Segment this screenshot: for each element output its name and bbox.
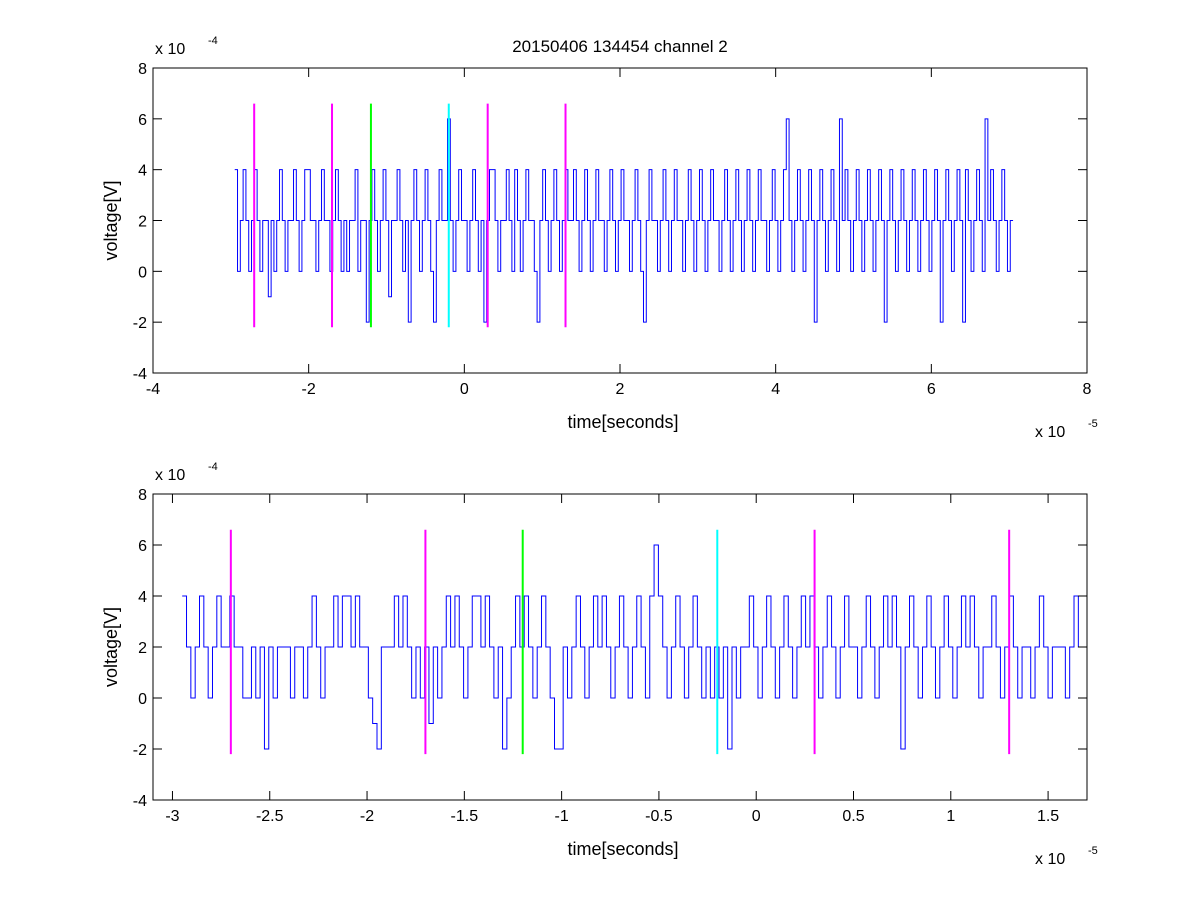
y-tick-label: -2 (133, 315, 147, 332)
x-tick-label: 0.5 (842, 808, 864, 825)
x-tick-label: -0.5 (645, 808, 673, 825)
y-exponent-power: -4 (208, 461, 218, 473)
x-tick-label: -1.5 (451, 808, 479, 825)
x-tick-label: 8 (1083, 381, 1092, 398)
top-plot: -4 -2 0 2 4 6 8 -4 -2 0 2 4 6 8 time[seconds] voltage[V… (101, 35, 1098, 441)
y-axis-label: voltage[V] (101, 180, 121, 260)
y-exponent-label: x 10 (155, 41, 185, 58)
y-exponent-label: x 10 (155, 467, 185, 484)
x-exponent-label: x 10 (1035, 851, 1065, 868)
y-tick-label: 4 (138, 163, 147, 180)
signal-trace (182, 544, 1087, 750)
x-exponent-power: -5 (1088, 418, 1098, 430)
x-tick-label: -2 (302, 381, 316, 398)
y-tick-label: 2 (138, 214, 147, 231)
x-tick-label: -4 (146, 381, 160, 398)
x-tick-label: -2 (360, 808, 374, 825)
x-tick-label: -3 (165, 808, 179, 825)
x-tick-label: 1 (946, 808, 955, 825)
figure-title: 20150406 134454 channel 2 (512, 37, 728, 56)
y-tick-label: 8 (138, 61, 147, 78)
y-tick-label: -2 (133, 742, 147, 759)
y-tick-label: 8 (138, 487, 147, 504)
bottom-plot: -3 -2.5 -2 -1.5 -1 -0.5 0 0.5 1 1.5 -4 -2 0 2 4 6 8 time[… (101, 461, 1098, 868)
x-tick-label: 2 (616, 381, 625, 398)
y-tick-label: 6 (138, 538, 147, 555)
y-tick-label: 0 (138, 691, 147, 708)
x-tick-label: -2.5 (256, 808, 284, 825)
x-exponent-power: -5 (1088, 845, 1098, 857)
x-tick-label: 4 (771, 381, 780, 398)
signal-trace (234, 118, 1014, 323)
x-tick-label: 0 (460, 381, 469, 398)
x-axis-label: time[seconds] (567, 412, 678, 432)
x-tick-label: 0 (752, 808, 761, 825)
axes-box (152, 493, 1088, 801)
x-tick-label: -1 (555, 808, 569, 825)
x-tick-label: 6 (927, 381, 936, 398)
x-exponent-label: x 10 (1035, 424, 1065, 441)
y-tick-label: -4 (133, 793, 147, 810)
y-axis-label: voltage[V] (101, 607, 121, 687)
x-axis-label: time[seconds] (567, 839, 678, 859)
y-tick-label: 2 (138, 640, 147, 657)
x-tick-label: 1.5 (1037, 808, 1059, 825)
y-tick-label: -4 (133, 366, 147, 383)
y-tick-label: 0 (138, 264, 147, 281)
y-exponent-power: -4 (208, 35, 218, 47)
y-tick-label: 6 (138, 112, 147, 129)
y-tick-label: 4 (138, 589, 147, 606)
